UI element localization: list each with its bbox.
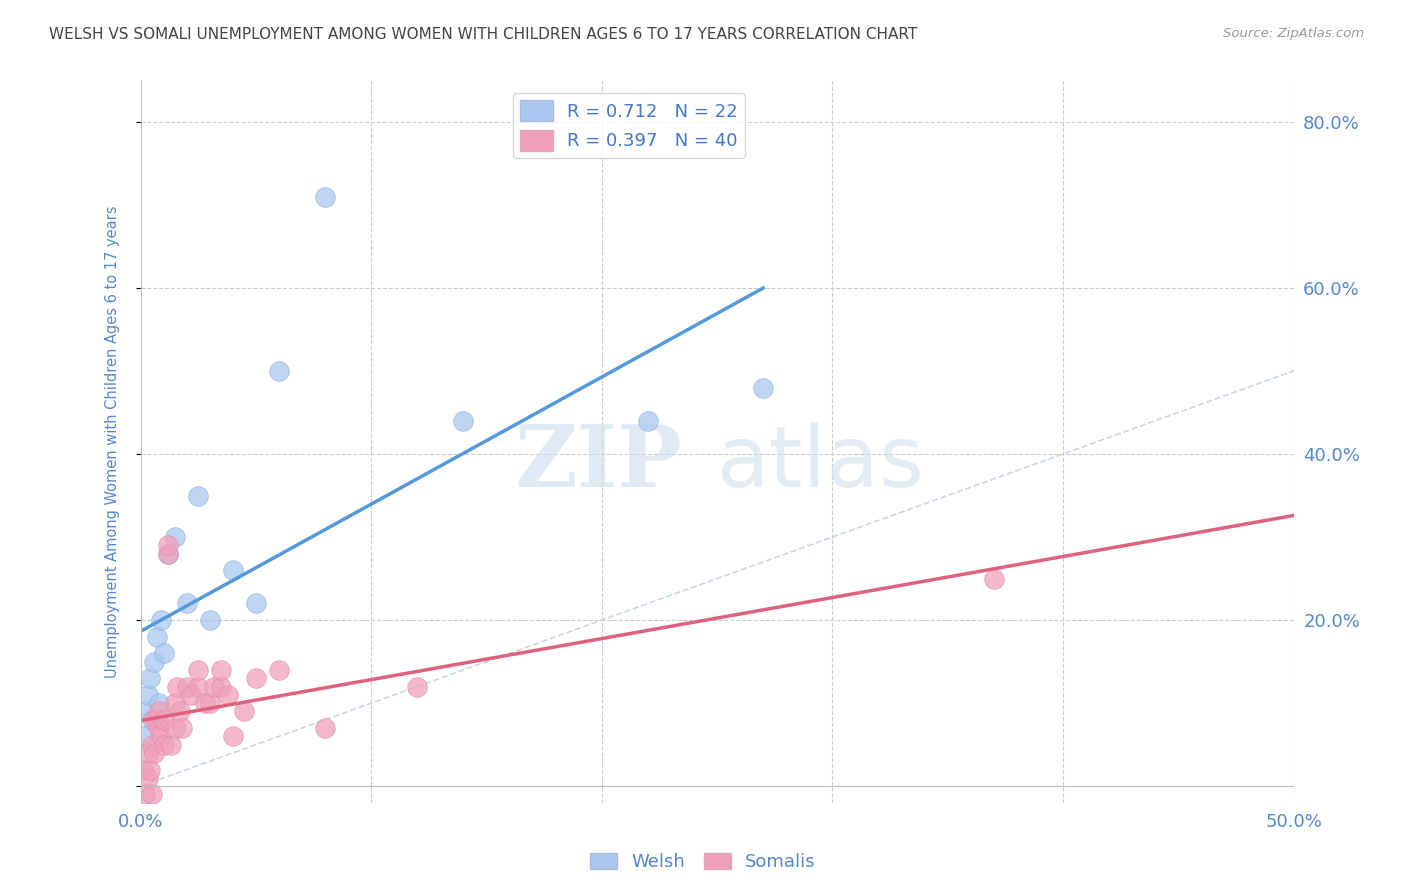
Point: [148, 721, 170, 735]
Point: [209, 680, 232, 694]
Point: [136, 746, 159, 760]
Point: [180, 688, 202, 702]
Point: [453, 414, 475, 428]
Point: [157, 538, 180, 552]
Point: [169, 705, 191, 719]
Point: [157, 547, 180, 561]
Point: [314, 189, 336, 203]
Point: [150, 730, 173, 744]
Point: [233, 705, 256, 719]
Point: [136, 688, 159, 702]
Point: [132, 730, 155, 744]
Point: [198, 613, 221, 627]
Point: [136, 771, 159, 785]
Point: [152, 713, 174, 727]
Point: [152, 646, 174, 660]
Point: [145, 713, 167, 727]
Point: [245, 671, 267, 685]
Point: [267, 663, 290, 677]
Point: [217, 688, 239, 702]
Point: [165, 530, 187, 544]
Point: [141, 788, 163, 802]
Point: [165, 721, 187, 735]
Text: Source: ZipAtlas.com: Source: ZipAtlas.com: [1223, 27, 1364, 40]
Point: [134, 705, 156, 719]
Point: [406, 680, 429, 694]
Point: [267, 364, 290, 378]
Point: [194, 696, 217, 710]
Point: [141, 713, 163, 727]
Text: ZIP: ZIP: [515, 421, 682, 505]
Y-axis label: Unemployment Among Women with Children Ages 6 to 17 years: Unemployment Among Women with Children A…: [105, 205, 120, 678]
Point: [143, 746, 166, 760]
Point: [165, 696, 187, 710]
Point: [222, 730, 245, 744]
Point: [159, 738, 181, 752]
Point: [148, 696, 170, 710]
Point: [202, 680, 225, 694]
Point: [983, 572, 1005, 586]
Legend: Welsh, Somalis: Welsh, Somalis: [583, 846, 823, 879]
Point: [172, 721, 194, 735]
Point: [148, 705, 170, 719]
Point: [222, 563, 245, 577]
Point: [152, 738, 174, 752]
Point: [134, 788, 156, 802]
Point: [145, 630, 167, 644]
Point: [141, 738, 163, 752]
Legend: R = 0.712   N = 22, R = 0.397   N = 40: R = 0.712 N = 22, R = 0.397 N = 40: [513, 93, 745, 158]
Point: [143, 655, 166, 669]
Point: [176, 680, 198, 694]
Point: [143, 713, 166, 727]
Point: [139, 671, 162, 685]
Point: [139, 763, 162, 777]
Point: [198, 696, 221, 710]
Point: [187, 680, 209, 694]
Point: [245, 597, 267, 611]
Text: atlas: atlas: [717, 422, 925, 505]
Text: WELSH VS SOMALI UNEMPLOYMENT AMONG WOMEN WITH CHILDREN AGES 6 TO 17 YEARS CORREL: WELSH VS SOMALI UNEMPLOYMENT AMONG WOMEN…: [49, 27, 918, 42]
Point: [150, 613, 173, 627]
Point: [314, 721, 336, 735]
Point: [132, 763, 155, 777]
Point: [157, 547, 180, 561]
Point: [176, 597, 198, 611]
Point: [187, 489, 209, 503]
Point: [209, 663, 232, 677]
Point: [637, 414, 659, 428]
Point: [166, 680, 188, 694]
Point: [187, 663, 209, 677]
Point: [752, 380, 775, 394]
